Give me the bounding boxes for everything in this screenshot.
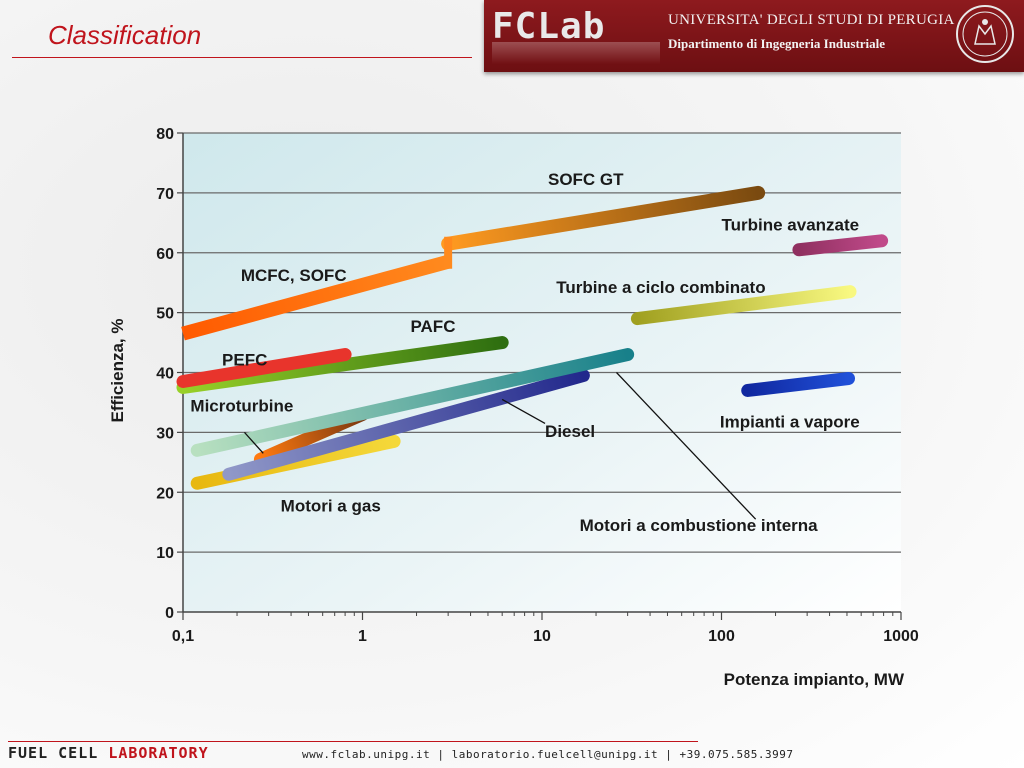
footer-divider	[8, 741, 698, 742]
header-banner	[484, 0, 1024, 72]
y-tick-label: 20	[156, 485, 174, 502]
series-band	[190, 348, 635, 457]
university-seal-icon	[956, 5, 1014, 63]
y-axis-title: Efficienza, %	[108, 319, 127, 423]
footer-brand: FUEL CELL LABORATORY	[8, 744, 209, 762]
series-band	[222, 368, 590, 481]
series-label: Motori a combustione interna	[580, 516, 819, 535]
series-label: Motori a gas	[281, 496, 381, 515]
series-band	[630, 285, 857, 326]
department-name: Dipartimento di Ingegneria Industriale	[668, 36, 886, 51]
leader-line	[616, 372, 757, 520]
series-label: Microturbine	[190, 396, 293, 415]
series-label: Impianti a vapore	[720, 413, 860, 432]
series-label: PAFC	[410, 317, 455, 336]
title-divider	[12, 57, 472, 58]
logo-reflection	[492, 42, 660, 64]
logo-lab-text: Lab	[537, 6, 606, 47]
university-name: UNIVERSITA' DEGLI STUDI DI PERUGIA	[668, 12, 955, 28]
series-label: SOFC GT	[548, 170, 624, 189]
series-band	[441, 185, 766, 251]
x-tick-label: 100	[708, 628, 735, 645]
y-tick-label: 70	[156, 186, 174, 203]
y-tick-label: 10	[156, 545, 174, 562]
series-band	[176, 336, 509, 394]
y-tick-label: 50	[156, 306, 174, 323]
y-tick-label: 30	[156, 425, 174, 442]
series-band	[181, 254, 450, 341]
series-label: Turbine a ciclo combinato	[556, 278, 765, 297]
x-axis-title: Potenza impianto, MW	[724, 670, 905, 689]
footer-brand-fuel: FUEL CELL	[8, 744, 99, 762]
series-label: Turbine avanzate	[722, 216, 860, 235]
series-band	[176, 348, 352, 388]
fclab-logo: FCLab	[492, 6, 605, 47]
y-tick-label: 40	[156, 366, 174, 383]
leader-line	[243, 431, 264, 454]
series-band	[741, 371, 856, 397]
footer-brand-lab: LABORATORY	[108, 744, 209, 762]
leader-line	[501, 398, 546, 424]
logo-fc-text: FC	[492, 6, 538, 47]
y-tick-label: 60	[156, 246, 174, 263]
y-tick-label: 80	[156, 126, 174, 143]
x-tick-label: 1	[358, 628, 367, 645]
series-label: MCFC, SOFC	[241, 266, 347, 285]
y-tick-label: 0	[165, 605, 174, 622]
x-tick-label: 1000	[883, 628, 919, 645]
footer-contact: www.fclab.unipg.it | laboratorio.fuelcel…	[302, 748, 794, 761]
slide-title: Classification	[48, 20, 202, 50]
series-label: PEFC	[222, 350, 267, 369]
x-tick-label: 0,1	[172, 628, 194, 645]
series-step-connector	[444, 236, 453, 269]
series-band	[792, 234, 889, 257]
series-label: Diesel	[545, 422, 595, 441]
x-tick-label: 10	[533, 628, 551, 645]
